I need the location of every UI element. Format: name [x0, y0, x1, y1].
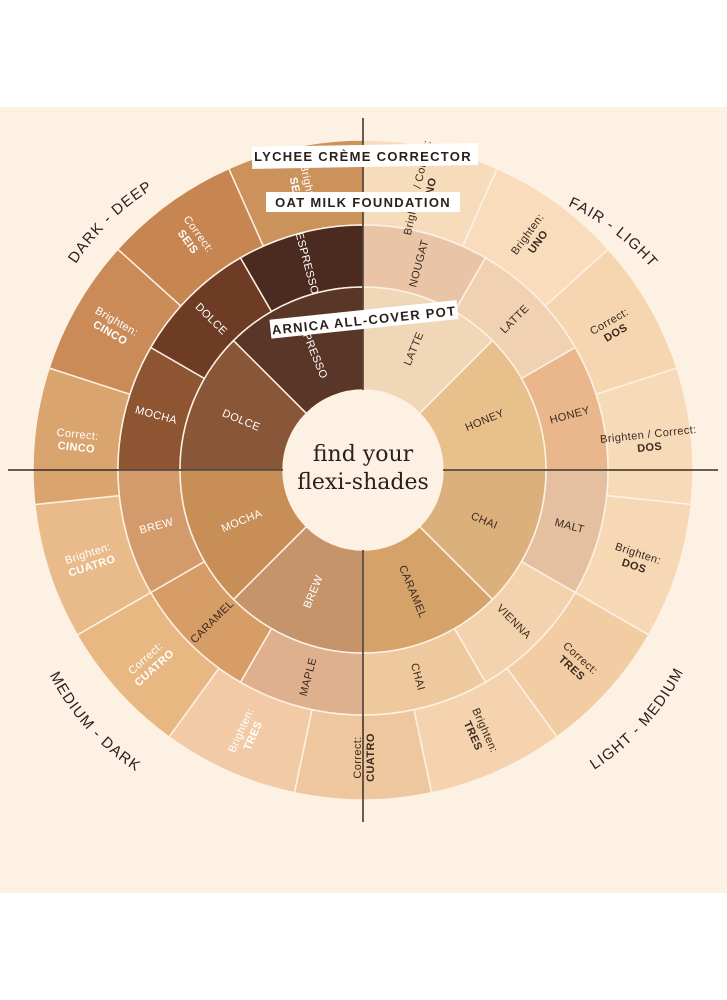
foundation-ring-title: OAT MILK FOUNDATION	[275, 195, 451, 210]
center-title-line1: find your	[313, 442, 414, 467]
foundation-title-banner	[266, 192, 460, 212]
corrector-shade-label: Correct:CINCO	[55, 427, 100, 456]
corrector-shade-label-line2: DOS	[637, 441, 663, 456]
corrector-title-banner	[251, 142, 479, 169]
corrector-shade-label-line2: CUATRO	[365, 733, 377, 782]
corrector-shade-label: Correct:CUATRO	[352, 733, 377, 782]
corrector-shade-label-line1: Correct:	[56, 427, 99, 443]
corrector-shade-label-line1: Correct:	[352, 736, 364, 778]
center-title-line2: flexi-shades	[297, 470, 429, 495]
corrector-shade-label-line2: CINCO	[57, 440, 96, 456]
corrector-ring-title: LYCHEE CRÈME CORRECTOR	[254, 149, 472, 164]
pot-title-banner	[269, 300, 459, 339]
center-circle	[283, 390, 443, 550]
